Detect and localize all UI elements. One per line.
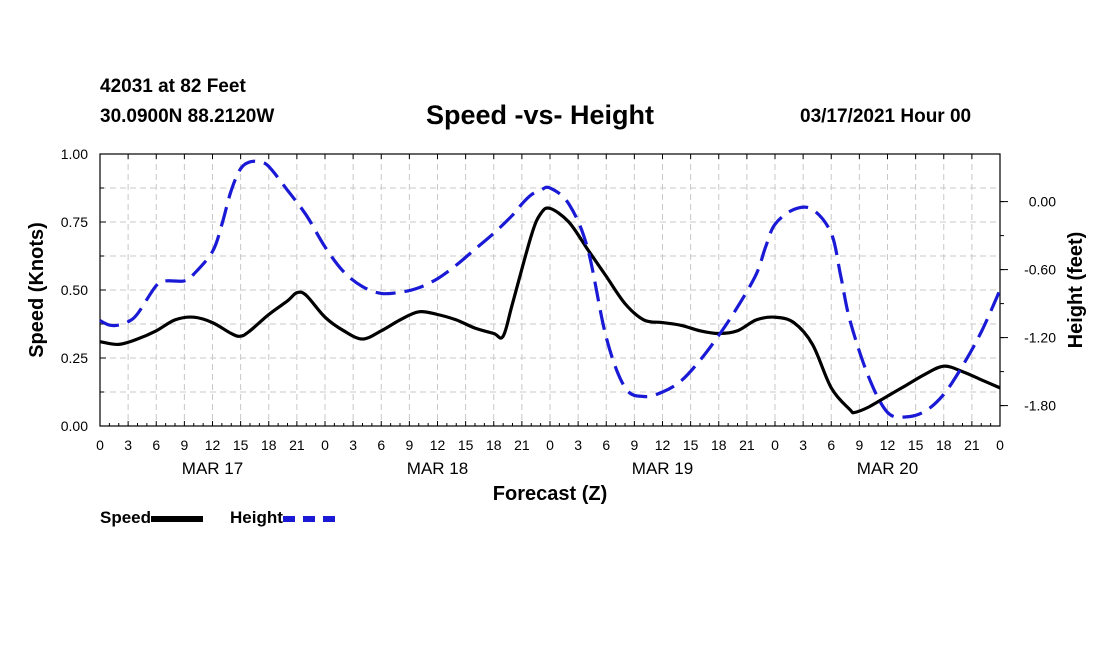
x-tick-label: 6	[602, 437, 610, 453]
y-tick-label: 0.00	[61, 418, 88, 434]
x-tick-label: 18	[936, 437, 952, 453]
x-tick-label: 21	[964, 437, 980, 453]
x-tick-label: 15	[233, 437, 249, 453]
legend-item-height: Height	[230, 508, 335, 528]
x-tick-label: 3	[124, 437, 132, 453]
y-tick-label: 0.25	[61, 350, 88, 366]
x-tick-label: 0	[96, 437, 104, 453]
coordinates-label: 30.0900N 88.2120W	[100, 106, 275, 127]
date-label: MAR 17	[182, 459, 243, 478]
x-tick-label: 6	[377, 437, 385, 453]
chart-title: Speed -vs- Height	[426, 100, 655, 130]
x-tick-label: 15	[683, 437, 699, 453]
grid	[100, 154, 1000, 426]
forecast-datetime: 03/17/2021 Hour 00	[800, 106, 972, 127]
x-tick-label: 0	[321, 437, 329, 453]
y-tick-label: 0.75	[61, 214, 88, 230]
legend-label-speed: Speed	[100, 508, 152, 527]
x-tick-label: 21	[289, 437, 305, 453]
series-line-height	[99, 159, 1002, 419]
x-tick-label: 21	[514, 437, 530, 453]
y-tick-label: 1.00	[61, 146, 88, 162]
x-tick-label: 18	[486, 437, 502, 453]
x-tick-label: 21	[739, 437, 755, 453]
x-tick-label: 3	[574, 437, 582, 453]
x-tick-label: 6	[152, 437, 160, 453]
y2-tick-label: -1.80	[1024, 398, 1056, 414]
legend-item-speed: Speed	[100, 508, 204, 528]
x-tick-label: 9	[180, 437, 188, 453]
x-tick-label: 0	[546, 437, 554, 453]
x-tick-label: 15	[458, 437, 474, 453]
station-label: 42031 at 82 Feet	[100, 76, 246, 97]
x-tick-label: 3	[349, 437, 357, 453]
date-label: MAR 18	[407, 459, 468, 478]
x-tick-label: 0	[996, 437, 1004, 453]
x-tick-label: 12	[205, 437, 221, 453]
x-tick-label: 0	[771, 437, 779, 453]
axes: 0 3 6 9 12 15 18 21 0 3 6 9 12 15 18 21 0 3 6 9 12 15 18 21 0 3 6 9…	[61, 146, 1056, 478]
x-axis-label: Forecast (Z)	[493, 483, 607, 505]
x-tick-label: 18	[711, 437, 727, 453]
y-axis-label: Speed (Knots)	[26, 222, 48, 358]
y2-tick-label: -1.20	[1024, 330, 1056, 346]
x-tick-label: 12	[430, 437, 446, 453]
legend-swatch-height	[282, 515, 335, 522]
legend-label-height: Height	[230, 508, 283, 527]
date-label: MAR 20	[857, 459, 918, 478]
legend-swatch-speed	[151, 515, 204, 522]
x-tick-label: 12	[880, 437, 896, 453]
y2-tick-label: -0.60	[1024, 262, 1056, 278]
x-tick-label: 15	[908, 437, 924, 453]
date-label: MAR 19	[632, 459, 693, 478]
y2-axis-label: Height (feet)	[1065, 232, 1087, 349]
x-tick-label: 9	[855, 437, 863, 453]
x-tick-label: 6	[827, 437, 835, 453]
x-tick-label: 12	[655, 437, 671, 453]
series-line-speed	[99, 206, 1001, 415]
x-tick-label: 3	[799, 437, 807, 453]
y2-tick-label: 0.00	[1029, 194, 1056, 210]
series	[99, 159, 1002, 419]
y-tick-label: 0.50	[61, 282, 88, 298]
x-tick-label: 9	[405, 437, 413, 453]
x-tick-label: 9	[630, 437, 638, 453]
x-tick-label: 18	[261, 437, 277, 453]
